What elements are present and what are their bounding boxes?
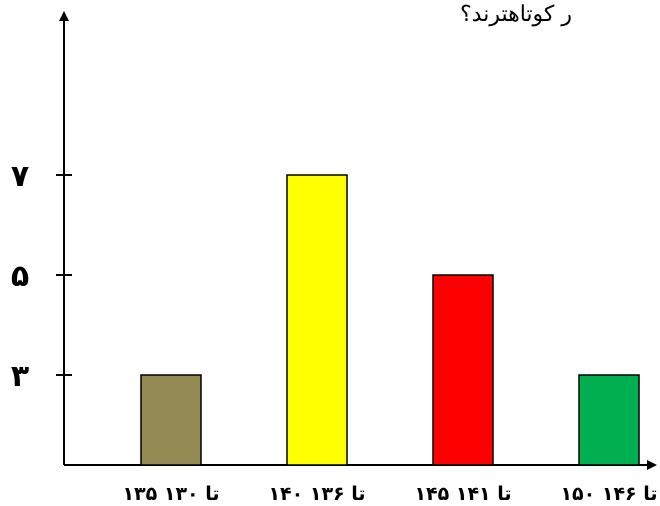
- question-text: ر کوتاهترند؟: [460, 2, 573, 27]
- bar: [286, 174, 348, 466]
- x-tick-label: ۱۴۵ تا ۱۴۱: [414, 483, 511, 505]
- x-tick-label: ۱۴۰ تا ۱۳۶: [268, 483, 365, 505]
- bar: [140, 374, 202, 466]
- x-tick-label: ۱۵۰ تا ۱۴۶: [560, 483, 657, 505]
- y-tick-label: ۳: [11, 359, 29, 394]
- bar: [578, 374, 640, 466]
- x-tick-label: ۱۳۵ تا ۱۳۰: [122, 483, 219, 505]
- bar: [432, 274, 494, 466]
- y-tick-label: ۵: [11, 259, 29, 294]
- y-tick-label: ۷: [11, 159, 29, 194]
